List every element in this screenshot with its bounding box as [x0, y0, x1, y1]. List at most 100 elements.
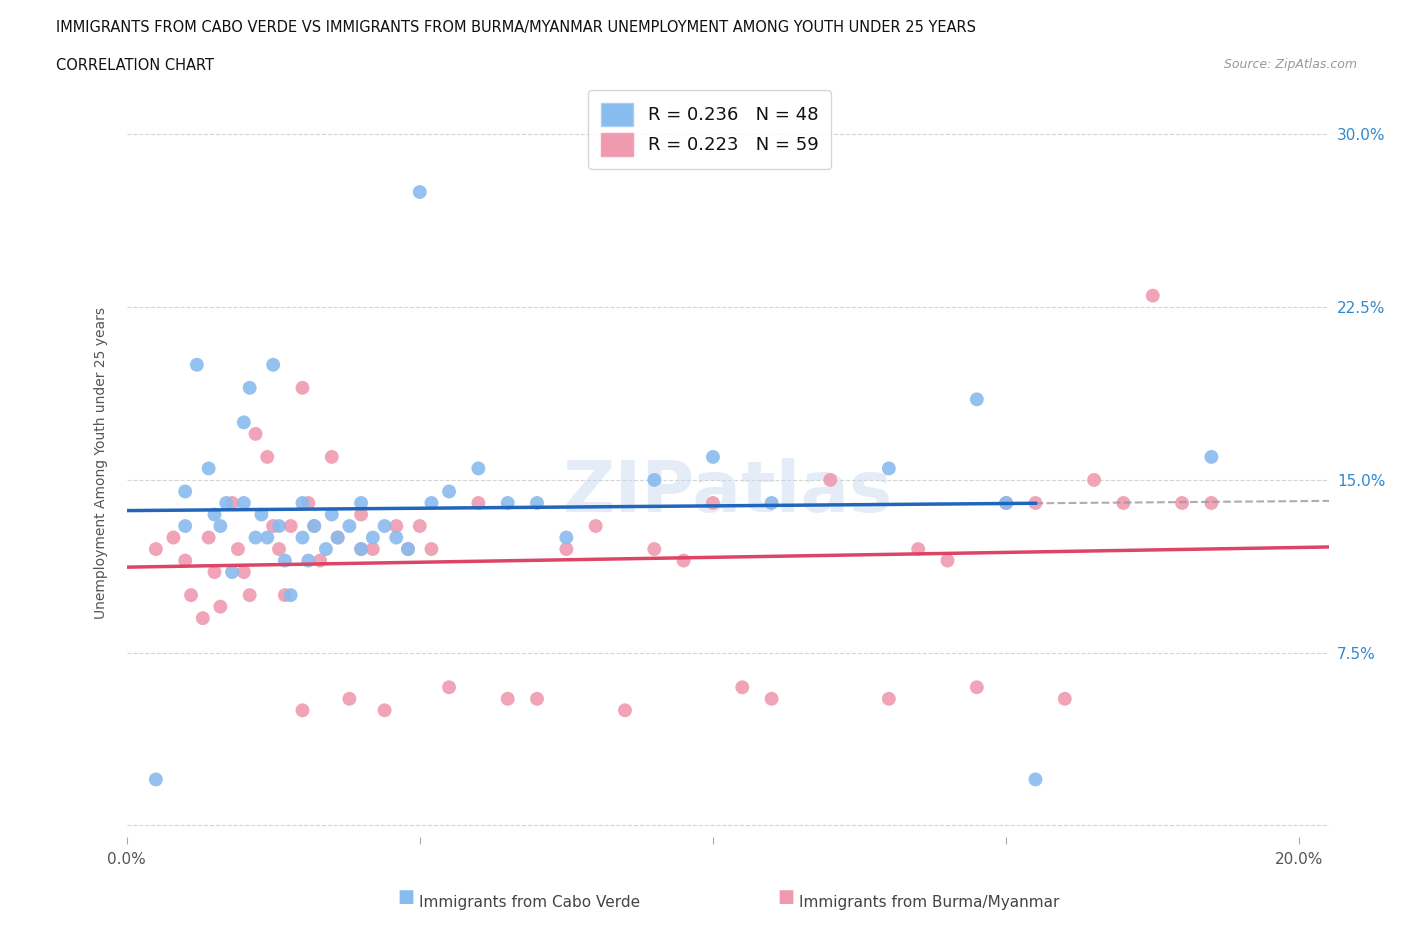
Point — [239, 588, 262, 603]
Text: CORRELATION CHART: CORRELATION CHART — [56, 58, 214, 73]
Point — [291, 530, 314, 545]
Point — [1024, 496, 1046, 511]
Point — [496, 496, 519, 511]
Point — [302, 519, 325, 534]
Point — [232, 496, 254, 511]
Point — [204, 565, 226, 579]
Point — [702, 496, 724, 511]
Point — [221, 565, 243, 579]
Point — [256, 530, 278, 545]
Point — [262, 519, 284, 534]
Point — [267, 541, 290, 556]
Point — [274, 588, 297, 603]
Point — [420, 541, 443, 556]
Point — [197, 530, 219, 545]
Point — [302, 519, 325, 534]
Point — [315, 541, 337, 556]
Text: ZIPatlas: ZIPatlas — [562, 458, 893, 527]
Point — [209, 599, 232, 614]
Point — [555, 541, 578, 556]
Legend: R = 0.236   N = 48, R = 0.223   N = 59: R = 0.236 N = 48, R = 0.223 N = 59 — [588, 90, 831, 168]
Point — [239, 380, 262, 395]
Point — [350, 507, 373, 522]
Point — [409, 184, 432, 199]
Point — [374, 703, 396, 718]
Point — [585, 519, 607, 534]
Point — [761, 691, 783, 706]
Point — [280, 588, 302, 603]
Point — [396, 541, 419, 556]
Text: ■: ■ — [398, 888, 415, 906]
Text: Immigrants from Cabo Verde: Immigrants from Cabo Verde — [419, 895, 640, 910]
Point — [280, 519, 302, 534]
Point — [643, 541, 665, 556]
Point — [204, 507, 226, 522]
Point — [731, 680, 754, 695]
Point — [907, 541, 929, 556]
Point — [385, 519, 408, 534]
Point — [274, 553, 297, 568]
Point — [467, 461, 489, 476]
Point — [818, 472, 841, 487]
Point — [437, 680, 460, 695]
Point — [245, 427, 267, 442]
Point — [326, 530, 349, 545]
Point — [420, 496, 443, 511]
Point — [643, 472, 665, 487]
Point — [1142, 288, 1164, 303]
Point — [297, 553, 319, 568]
Point — [995, 496, 1018, 511]
Point — [361, 530, 384, 545]
Point — [350, 541, 373, 556]
Point — [350, 541, 373, 556]
Point — [215, 496, 238, 511]
Point — [174, 519, 197, 534]
Point — [526, 691, 548, 706]
Point — [396, 541, 419, 556]
Point — [555, 530, 578, 545]
Text: IMMIGRANTS FROM CABO VERDE VS IMMIGRANTS FROM BURMA/MYANMAR UNEMPLOYMENT AMONG Y: IMMIGRANTS FROM CABO VERDE VS IMMIGRANTS… — [56, 20, 976, 35]
Point — [250, 507, 273, 522]
Point — [877, 461, 900, 476]
Point — [526, 496, 548, 511]
Point — [1171, 496, 1194, 511]
Point — [267, 519, 290, 534]
Point — [702, 449, 724, 464]
Point — [437, 484, 460, 498]
Point — [337, 691, 360, 706]
Point — [877, 691, 900, 706]
Point — [145, 541, 167, 556]
Point — [256, 449, 278, 464]
Point — [337, 519, 360, 534]
Point — [350, 496, 373, 511]
Point — [232, 565, 254, 579]
Point — [232, 415, 254, 430]
Point — [145, 772, 167, 787]
Text: ■: ■ — [778, 888, 794, 906]
Point — [297, 496, 319, 511]
Point — [385, 530, 408, 545]
Point — [226, 541, 249, 556]
Point — [467, 496, 489, 511]
Point — [361, 541, 384, 556]
Point — [162, 530, 184, 545]
Point — [180, 588, 202, 603]
Point — [291, 496, 314, 511]
Point — [309, 553, 332, 568]
Y-axis label: Unemployment Among Youth under 25 years: Unemployment Among Youth under 25 years — [94, 307, 108, 618]
Point — [291, 703, 314, 718]
Point — [191, 611, 214, 626]
Point — [1083, 472, 1105, 487]
Point — [209, 519, 232, 534]
Point — [672, 553, 695, 568]
Point — [995, 496, 1018, 511]
Point — [966, 392, 988, 406]
Point — [409, 519, 432, 534]
Point — [174, 553, 197, 568]
Point — [291, 380, 314, 395]
Point — [966, 680, 988, 695]
Point — [174, 484, 197, 498]
Point — [496, 691, 519, 706]
Point — [1112, 496, 1135, 511]
Point — [614, 703, 637, 718]
